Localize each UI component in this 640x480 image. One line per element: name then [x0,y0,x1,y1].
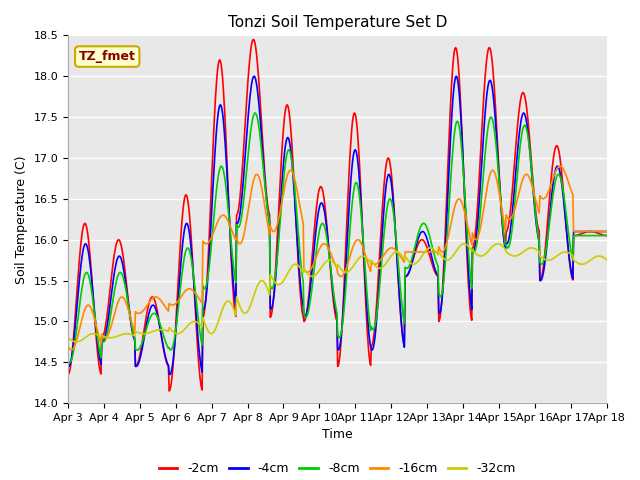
-4cm [603,228,611,234]
-2cm [424,248,432,254]
Line: -4cm: -4cm [68,76,607,374]
-16cm [394,249,401,255]
-2cm [275,208,282,214]
Line: -16cm: -16cm [68,166,607,350]
X-axis label: Time: Time [322,429,353,442]
-32cm [64,335,72,341]
-8cm [275,238,282,244]
-32cm [394,249,401,255]
-32cm [254,283,262,288]
-32cm [460,241,468,247]
-4cm [127,323,135,328]
Line: -2cm: -2cm [68,39,607,391]
-8cm [64,357,72,363]
-8cm [251,110,259,116]
-4cm [166,372,173,377]
-32cm [227,300,235,306]
Text: TZ_fmet: TZ_fmet [79,50,136,63]
-32cm [424,246,431,252]
-32cm [603,257,611,263]
-16cm [274,219,282,225]
-2cm [127,321,135,326]
-16cm [128,320,136,326]
Line: -32cm: -32cm [68,244,607,342]
-4cm [250,73,258,79]
-16cm [556,163,564,169]
-2cm [250,36,257,42]
-8cm [227,237,235,243]
-32cm [72,339,80,345]
Y-axis label: Soil Temperature (C): Soil Temperature (C) [15,155,28,284]
-16cm [227,225,235,231]
-8cm [603,233,611,239]
Legend: -2cm, -4cm, -8cm, -16cm, -32cm: -2cm, -4cm, -8cm, -16cm, -32cm [154,457,521,480]
-2cm [255,71,262,77]
Line: -8cm: -8cm [68,113,607,362]
-2cm [603,233,611,239]
-32cm [274,282,282,288]
-2cm [165,388,173,394]
-2cm [64,372,72,377]
-8cm [128,324,136,330]
-16cm [254,172,262,178]
-2cm [394,274,402,279]
-4cm [424,240,432,246]
-8cm [394,258,402,264]
Title: Tonzi Soil Temperature Set D: Tonzi Soil Temperature Set D [228,15,447,30]
-8cm [255,120,262,126]
-2cm [227,250,235,256]
-16cm [424,249,431,255]
-16cm [68,347,76,353]
-4cm [275,231,282,237]
-16cm [603,228,611,234]
-4cm [255,95,262,101]
-16cm [64,343,72,348]
-4cm [64,363,72,369]
-32cm [128,332,136,337]
-4cm [227,244,235,250]
-8cm [424,228,432,234]
-4cm [394,271,402,277]
-8cm [65,360,73,365]
